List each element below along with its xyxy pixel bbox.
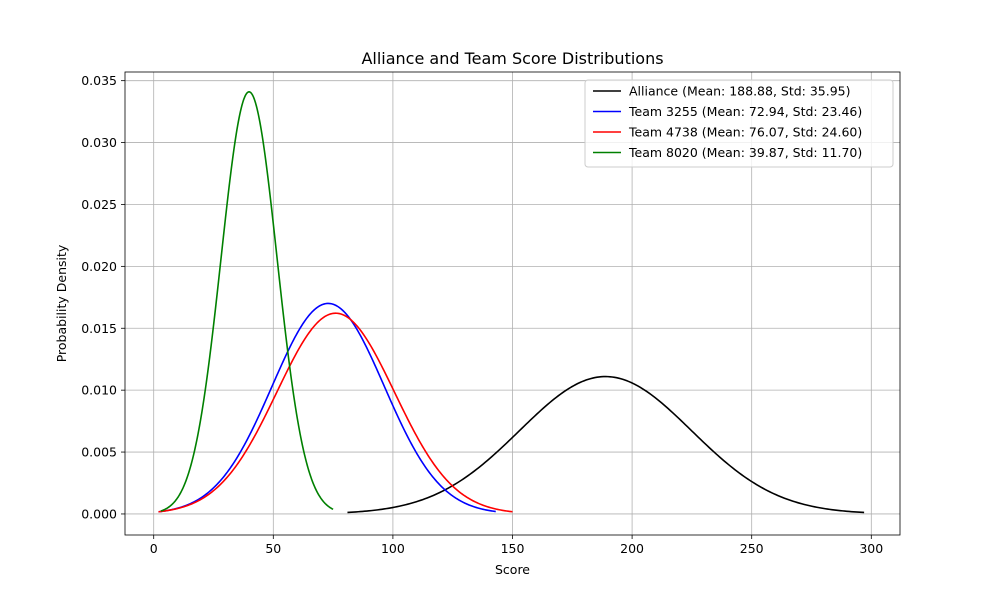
series-line-0 bbox=[347, 375, 865, 514]
y-tick-label: 0.020 bbox=[81, 259, 117, 274]
x-axis-ticks: 0 50 100 150 200 250 300 bbox=[150, 535, 883, 556]
legend-label-3: Team 8020 (Mean: 39.87, Std: 11.70) bbox=[628, 145, 862, 160]
chart-title: Alliance and Team Score Distributions bbox=[361, 49, 663, 68]
series-line-2 bbox=[158, 312, 513, 513]
y-axis-ticks: 0.000 0.005 0.010 0.015 0.020 0.025 0.030 0.035 bbox=[81, 73, 125, 521]
y-tick-label: 0.030 bbox=[81, 135, 117, 150]
x-tick-label: 150 bbox=[501, 541, 525, 556]
x-tick-label: 250 bbox=[740, 541, 764, 556]
x-axis-label: Score bbox=[495, 562, 530, 577]
legend-label-1: Team 3255 (Mean: 72.94, Std: 23.46) bbox=[628, 104, 862, 119]
y-tick-label: 0.035 bbox=[81, 73, 117, 88]
y-tick-label: 0.015 bbox=[81, 321, 117, 336]
x-tick-label: 200 bbox=[620, 541, 644, 556]
series-line-1 bbox=[158, 302, 496, 513]
legend: Alliance (Mean: 188.88, Std: 35.95) Team … bbox=[584, 79, 894, 168]
y-axis-label: Probability Density bbox=[54, 244, 69, 362]
legend-label-0: Alliance (Mean: 188.88, Std: 35.95) bbox=[629, 84, 851, 99]
x-tick-label: 50 bbox=[265, 541, 281, 556]
y-tick-label: 0.005 bbox=[81, 445, 117, 460]
legend-box bbox=[584, 79, 894, 168]
x-tick-label: 100 bbox=[381, 541, 405, 556]
y-tick-label: 0.010 bbox=[81, 383, 117, 398]
series-line-3 bbox=[160, 91, 334, 512]
y-tick-label: 0.025 bbox=[81, 197, 117, 212]
x-tick-label: 0 bbox=[150, 541, 158, 556]
legend-label-2: Team 4738 (Mean: 76.07, Std: 24.60) bbox=[628, 125, 862, 140]
curves bbox=[158, 91, 865, 514]
y-tick-label: 0.000 bbox=[81, 506, 117, 521]
x-tick-label: 300 bbox=[859, 541, 883, 556]
